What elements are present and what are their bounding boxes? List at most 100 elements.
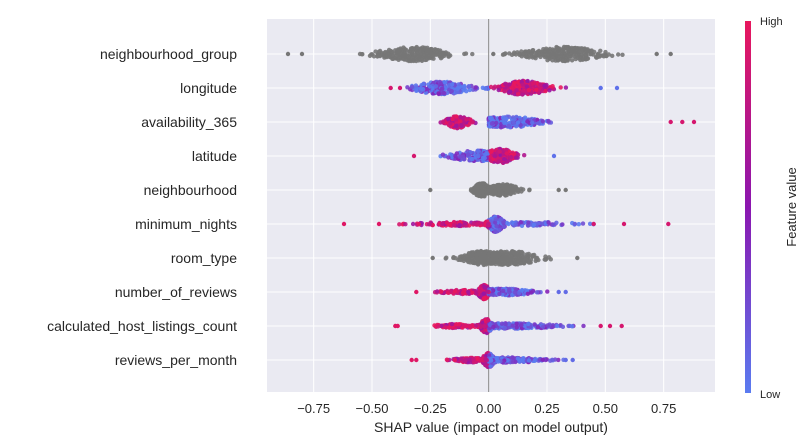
shap-dot [501, 288, 506, 294]
shap-dot [539, 49, 544, 55]
shap-outlier-dot [654, 51, 659, 57]
shap-dot [456, 85, 461, 91]
shap-dot [564, 45, 569, 50]
shap-dot [519, 189, 524, 194]
shap-dot [606, 52, 611, 57]
shap-dot [526, 220, 531, 225]
shap-dot [481, 253, 486, 258]
shap-dot [467, 223, 472, 228]
shap-dot [536, 50, 541, 55]
shap-dot [467, 323, 473, 329]
shap-dot [462, 83, 467, 89]
shap-dot [440, 221, 445, 226]
colorbar-high-label: High [760, 16, 783, 28]
shap-dot [473, 85, 478, 90]
shap-dot [463, 221, 468, 226]
shap-outlier-dot [668, 119, 673, 125]
shap-dot [547, 88, 552, 93]
colorbar-title: Feature value [784, 167, 799, 247]
shap-outlier-dot [285, 51, 291, 57]
shap-dot [519, 254, 525, 259]
shap-outlier-dot [591, 221, 596, 227]
shap-dot [569, 51, 574, 56]
shap-dot [531, 222, 537, 227]
shap-dot [449, 154, 455, 159]
shap-dot [416, 222, 422, 227]
shap-dot [457, 154, 462, 159]
shap-dot [483, 152, 488, 157]
x-tick-label: −0.75 [297, 401, 330, 416]
shap-dot [513, 222, 518, 227]
shap-dot [427, 222, 432, 227]
shap-dot [496, 187, 502, 193]
shap-dot [486, 222, 491, 227]
shap-dot [524, 84, 530, 89]
shap-dot [504, 257, 509, 262]
shap-dot [418, 48, 423, 54]
shap-dot [512, 290, 518, 295]
shap-dot [451, 223, 457, 228]
shap-dot [491, 324, 496, 330]
shap-dot [441, 119, 446, 124]
shap-dot [534, 87, 539, 93]
shap-dot [492, 153, 498, 159]
shap-dot [420, 87, 426, 92]
shap-dot [480, 85, 485, 91]
shap-dot [490, 184, 496, 189]
shap-dot [468, 117, 473, 122]
shap-dot [526, 321, 531, 327]
shap-dot [474, 187, 479, 193]
shap-dot [543, 88, 548, 94]
shap-outlier-dot [556, 289, 561, 295]
shap-dot [498, 216, 504, 222]
shap-dot [438, 48, 443, 53]
shap-dot [466, 252, 472, 257]
feature-row-dots [428, 181, 568, 199]
x-tick-label: 0.25 [534, 401, 559, 416]
shap-dot [616, 52, 621, 57]
shap-dot [406, 55, 411, 60]
shap-dot [395, 50, 400, 55]
feature-row-dots [414, 282, 568, 302]
shap-dot [497, 149, 502, 154]
shap-dot [401, 45, 406, 50]
shap-dot [576, 222, 581, 227]
shap-dot [427, 49, 432, 54]
shap-dot [447, 325, 452, 330]
shap-outlier-dot [563, 289, 568, 295]
shap-outlier-dot [409, 357, 414, 363]
shap-dot [496, 87, 501, 93]
shap-dot [447, 223, 453, 228]
shap-dot [513, 155, 519, 160]
feature-row-dots [388, 78, 620, 97]
shap-dot [477, 289, 482, 294]
shap-dot [519, 249, 524, 255]
shap-dot [423, 47, 428, 52]
feature-row-dots [341, 214, 671, 234]
shap-dot [470, 260, 476, 265]
shap-dot [377, 53, 382, 58]
x-axis-title: SHAP value (impact on model output) [374, 419, 608, 435]
shap-dot [470, 290, 475, 295]
shap-dot [507, 82, 512, 87]
shap-dot [494, 253, 499, 258]
shap-dot [501, 220, 506, 225]
shap-dot [440, 152, 446, 157]
shap-dot [385, 49, 390, 55]
shap-dot [469, 255, 475, 261]
shap-dot [442, 91, 447, 96]
shap-dot [505, 159, 510, 164]
shap-dot [610, 53, 615, 58]
shap-dot [427, 84, 433, 89]
shap-dot [510, 86, 515, 91]
shap-dot [474, 323, 479, 328]
shap-dot [481, 193, 487, 198]
shap-outlier-dot [563, 357, 568, 363]
shap-dot [444, 220, 449, 225]
shap-dot [462, 51, 467, 57]
shap-dot [521, 258, 526, 263]
shap-dot [488, 84, 494, 90]
shap-outlier-dot [388, 85, 393, 91]
shap-dot [532, 358, 537, 363]
shap-dot [494, 192, 500, 197]
